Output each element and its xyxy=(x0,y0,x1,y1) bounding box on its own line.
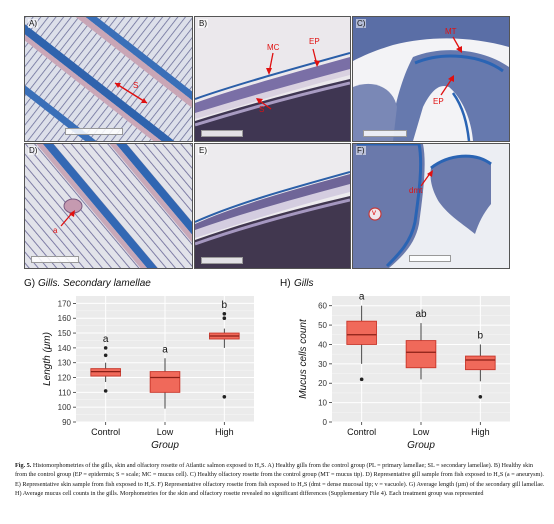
outlier-point xyxy=(222,311,227,316)
scale-bar xyxy=(65,128,123,135)
significance-letter: a xyxy=(359,292,365,303)
scale-bar xyxy=(201,257,243,264)
micrograph-panel-c: C) MT EP xyxy=(352,16,510,142)
outlier-point xyxy=(103,353,108,358)
scale-bar xyxy=(409,255,451,262)
arrow-label-ep: EP xyxy=(309,37,320,46)
figure-caption: Fig. 5. Histomorphometries of the gills,… xyxy=(15,461,545,499)
outlier-point xyxy=(222,316,227,321)
box xyxy=(465,355,496,371)
y-tick-label: 140 xyxy=(58,344,72,353)
scale-bar xyxy=(201,130,243,137)
arrow-label-ep-olf: EP xyxy=(433,97,444,106)
boxplot-mucus-cells: H) Gills 0 10 20 30 40 50 60 Control Low High Group M… xyxy=(280,278,510,451)
arrow-label-dmt: dmt xyxy=(409,186,423,195)
arrow-s xyxy=(114,82,148,104)
micrograph-panel-a: A) S xyxy=(24,16,193,142)
panel-label-c: C) xyxy=(356,19,367,28)
x-axis-label: Group xyxy=(407,440,435,451)
box xyxy=(405,340,437,369)
x-tick-label: Control xyxy=(347,427,376,437)
panel-b-image xyxy=(195,17,350,141)
micrograph-panel-f: F) dmt v xyxy=(352,143,510,269)
panel-label-a: A) xyxy=(28,19,38,28)
panel-e-image xyxy=(195,144,350,268)
arrow-dmt xyxy=(420,170,433,187)
significance-letter: b xyxy=(222,300,228,311)
panel-label-f: F) xyxy=(356,146,366,155)
chart-panel-label: H) xyxy=(280,278,291,289)
outlier-point xyxy=(478,395,483,399)
panel-f-image xyxy=(353,144,509,268)
x-tick-label: High xyxy=(215,427,234,437)
y-tick-label: 110 xyxy=(58,388,71,397)
figure-label: Fig. 5. xyxy=(15,462,32,469)
micrograph-panel-b: B) MC EP S xyxy=(194,16,351,142)
outlier-point xyxy=(103,389,108,393)
y-axis-label: Mucus cells count xyxy=(298,318,309,399)
scale-bar xyxy=(363,130,407,137)
arrow-label-v: v xyxy=(372,208,376,217)
x-tick-label: Low xyxy=(157,427,174,437)
y-tick-label: 40 xyxy=(318,340,327,349)
micrograph-panel-d: D) a xyxy=(24,143,193,269)
chart-title: Gills. Secondary lamellae xyxy=(38,278,151,289)
y-tick-label: 120 xyxy=(58,374,72,383)
arrow-label-s-skin: S xyxy=(259,105,265,114)
y-tick-label: 100 xyxy=(58,403,72,412)
chart-title: Gills xyxy=(294,278,313,289)
y-tick-label: 150 xyxy=(58,329,72,338)
y-tick-label: 10 xyxy=(318,399,327,408)
y-tick-label: 50 xyxy=(318,321,327,330)
arrow-label-a: a xyxy=(53,226,58,235)
box xyxy=(90,368,121,377)
y-tick-label: 90 xyxy=(62,418,71,427)
arrow-a xyxy=(60,210,75,227)
significance-letter: a xyxy=(103,334,109,345)
panel-d-image xyxy=(25,144,192,268)
micrograph-panel-e: E) xyxy=(194,143,351,269)
y-tick-label: 170 xyxy=(58,299,72,308)
caption-text: Histomorphometries of the gills, skin an… xyxy=(15,462,545,498)
y-tick-label: 20 xyxy=(318,379,327,388)
outlier-point xyxy=(359,377,364,382)
y-tick-label: 160 xyxy=(58,314,72,323)
box xyxy=(346,320,377,345)
box xyxy=(149,371,181,393)
arrow-label-mc: MC xyxy=(267,43,280,52)
panel-b-arrows xyxy=(256,48,320,110)
x-tick-label: High xyxy=(471,427,490,437)
x-tick-label: Control xyxy=(91,427,120,437)
panel-label-e: E) xyxy=(198,146,208,155)
y-tick-label: 30 xyxy=(318,360,327,369)
y-axis-label: Length (μm) xyxy=(42,332,53,386)
y-tick-label: 0 xyxy=(323,418,328,427)
outlier-point xyxy=(222,395,227,399)
outlier-point xyxy=(103,346,108,350)
panel-c-image xyxy=(353,17,509,141)
chart-panel-label: G) xyxy=(24,278,35,289)
panel-c-arrows xyxy=(440,36,462,96)
panel-a-image xyxy=(25,17,192,141)
significance-letter: ab xyxy=(415,309,427,320)
x-axis-label: Group xyxy=(151,440,179,451)
significance-letter: a xyxy=(162,344,168,355)
boxplot-lamellae-length: G) Gills. Secondary lamellae 90 100 110 120 13… xyxy=(24,278,254,451)
panel-label-b: B) xyxy=(198,19,208,28)
x-tick-label: Low xyxy=(413,427,430,437)
y-tick-label: 130 xyxy=(58,359,72,368)
significance-letter: b xyxy=(478,330,484,341)
arrow-label-s: S xyxy=(133,81,139,90)
panel-label-d: D) xyxy=(28,146,39,155)
arrow-label-mt: MT xyxy=(445,27,457,36)
scale-bar xyxy=(31,256,79,263)
y-tick-label: 60 xyxy=(318,302,327,311)
